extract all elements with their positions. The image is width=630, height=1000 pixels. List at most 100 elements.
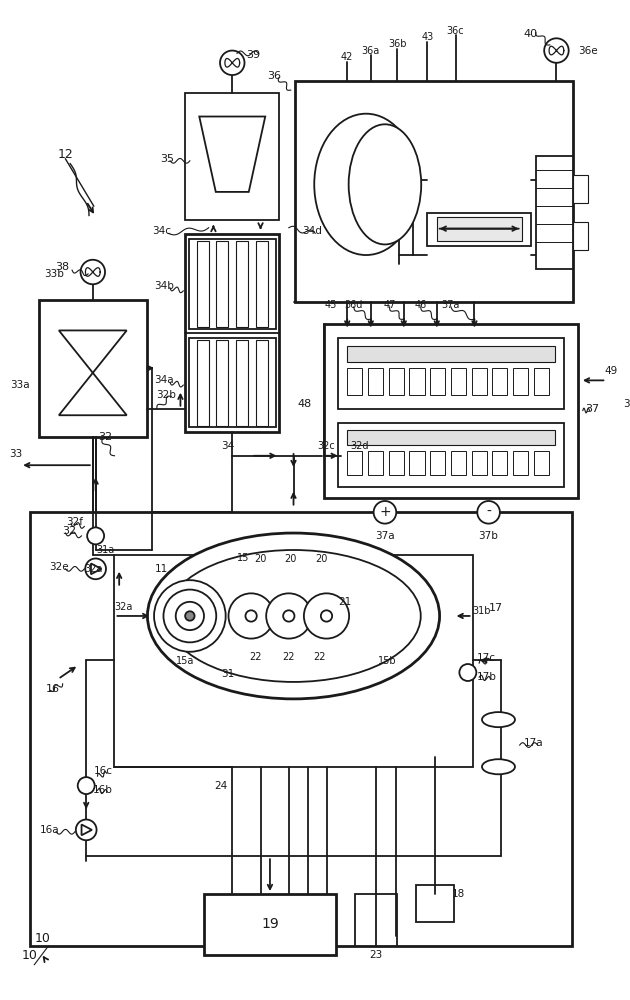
- Text: 17b: 17b: [477, 672, 496, 682]
- Text: 46: 46: [415, 300, 427, 310]
- Text: 19: 19: [261, 917, 279, 931]
- Text: 37b: 37b: [479, 531, 498, 541]
- Ellipse shape: [314, 114, 418, 255]
- Bar: [536, 156, 573, 269]
- Text: 32b: 32b: [156, 390, 176, 400]
- Text: 16a: 16a: [40, 825, 60, 835]
- Bar: [236, 340, 248, 426]
- Text: 32f: 32f: [66, 517, 83, 527]
- Bar: [472, 451, 487, 475]
- Text: 10: 10: [21, 949, 38, 962]
- Bar: [30, 512, 571, 946]
- Bar: [189, 338, 275, 427]
- Text: 45: 45: [325, 300, 338, 310]
- Bar: [430, 451, 445, 475]
- Text: 49: 49: [604, 366, 618, 376]
- Bar: [389, 368, 404, 395]
- Bar: [217, 241, 228, 327]
- Bar: [189, 239, 275, 329]
- Text: 32a: 32a: [84, 564, 103, 574]
- Text: 37a: 37a: [442, 300, 460, 310]
- Circle shape: [266, 593, 311, 639]
- Text: 39: 39: [246, 50, 260, 60]
- Text: 18: 18: [452, 889, 465, 899]
- Bar: [185, 93, 279, 220]
- Text: 24: 24: [214, 781, 227, 791]
- Bar: [115, 555, 472, 767]
- Bar: [430, 368, 445, 395]
- Circle shape: [283, 610, 294, 622]
- Circle shape: [246, 610, 257, 622]
- Text: 33b: 33b: [45, 269, 64, 279]
- Ellipse shape: [147, 533, 440, 699]
- Circle shape: [87, 527, 104, 544]
- Text: 20: 20: [255, 554, 266, 564]
- Bar: [427, 213, 531, 246]
- Text: 34: 34: [221, 441, 234, 451]
- Text: -: -: [486, 505, 491, 519]
- Circle shape: [459, 664, 476, 681]
- Circle shape: [154, 580, 226, 652]
- Text: 48: 48: [298, 399, 312, 409]
- Bar: [217, 340, 228, 426]
- Bar: [347, 430, 554, 445]
- Text: 17a: 17a: [524, 738, 544, 748]
- Text: 33a: 33a: [10, 380, 30, 390]
- Circle shape: [77, 777, 94, 794]
- Bar: [185, 234, 279, 432]
- Text: 43: 43: [421, 32, 433, 42]
- Text: 16: 16: [46, 684, 60, 694]
- Text: 11: 11: [155, 564, 168, 574]
- Text: 32a: 32a: [115, 602, 133, 612]
- Text: 16c: 16c: [94, 766, 113, 776]
- Bar: [389, 451, 404, 475]
- Bar: [513, 368, 528, 395]
- Text: 36a: 36a: [362, 46, 380, 56]
- Circle shape: [544, 38, 569, 63]
- Text: 31: 31: [221, 669, 234, 679]
- Bar: [534, 368, 549, 395]
- Bar: [324, 324, 578, 498]
- Bar: [368, 368, 383, 395]
- Bar: [368, 451, 383, 475]
- Text: 23: 23: [369, 950, 382, 960]
- Text: 17: 17: [489, 603, 503, 613]
- Bar: [197, 241, 209, 327]
- Bar: [451, 368, 466, 395]
- Bar: [236, 241, 248, 327]
- Bar: [534, 451, 549, 475]
- Circle shape: [321, 610, 332, 622]
- Circle shape: [163, 590, 216, 642]
- Text: 34b: 34b: [154, 281, 174, 291]
- Text: 37: 37: [586, 404, 600, 414]
- Text: 36c: 36c: [447, 26, 464, 36]
- Bar: [573, 175, 588, 203]
- Bar: [256, 241, 268, 327]
- Text: 32: 32: [98, 432, 112, 442]
- Text: 15: 15: [238, 553, 249, 563]
- Text: 40: 40: [524, 29, 538, 39]
- Text: 15b: 15b: [379, 656, 397, 666]
- Circle shape: [220, 51, 244, 75]
- Text: 31a: 31a: [96, 545, 114, 555]
- Bar: [197, 340, 209, 426]
- Text: 37a: 37a: [375, 531, 395, 541]
- Circle shape: [374, 501, 396, 524]
- Bar: [338, 423, 564, 487]
- Text: 22: 22: [314, 652, 326, 662]
- Text: 36e: 36e: [578, 46, 598, 56]
- Text: 34d: 34d: [302, 226, 323, 236]
- Text: 35: 35: [160, 154, 174, 164]
- Circle shape: [229, 593, 273, 639]
- Text: 34a: 34a: [154, 375, 174, 385]
- Bar: [295, 81, 573, 302]
- Circle shape: [304, 593, 349, 639]
- Text: 31b: 31b: [472, 606, 491, 616]
- Bar: [347, 346, 554, 362]
- Circle shape: [85, 558, 106, 579]
- Text: 32e: 32e: [50, 562, 69, 572]
- Text: 21: 21: [339, 597, 352, 607]
- Text: 32: 32: [62, 526, 76, 536]
- Text: 37: 37: [623, 399, 630, 409]
- Ellipse shape: [348, 124, 421, 244]
